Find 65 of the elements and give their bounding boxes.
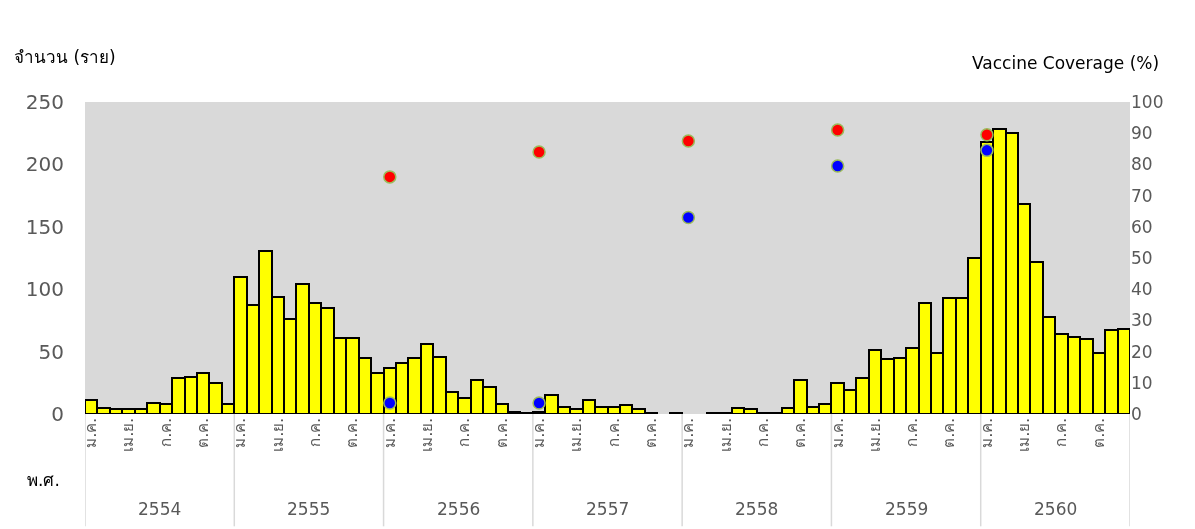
x-tick-label: ต.ค. [194, 418, 213, 448]
y2-tick-label: 0 [1131, 403, 1142, 424]
x-tick-label: เม.ย. [865, 418, 884, 452]
x-tick-label: ต.ค. [791, 418, 810, 448]
point [681, 134, 696, 148]
text: 2560 [1034, 499, 1078, 519]
text: 2559 [885, 499, 929, 519]
x-tick-label: ต.ค. [641, 418, 660, 448]
point [830, 159, 845, 173]
point [980, 143, 994, 158]
y2-tick-label: 20 [1131, 341, 1153, 362]
x-tick-label: ก.ค. [156, 418, 175, 447]
point [980, 128, 994, 142]
point [383, 396, 397, 410]
x-tick-label: เม.ย. [567, 418, 586, 452]
x-tick-label: เม.ย. [1015, 418, 1034, 452]
y2-tick-label: 80 [1131, 154, 1153, 175]
y2-tick-label: 40 [1131, 279, 1153, 300]
x-tick-label: ม.ค. [529, 418, 548, 448]
x-tick-label: ม.ค. [380, 418, 399, 448]
x-tick-label: ม.ค. [82, 418, 101, 448]
x-tick-label: เม.ย. [716, 418, 735, 452]
y-tick-label: 50 [38, 339, 64, 364]
point [681, 210, 696, 225]
y2-axis-title: Vaccine Coverage (%) [972, 53, 1160, 73]
x-tick-label: ม.ค. [231, 418, 250, 448]
x-tick-label: ก.ค. [903, 418, 922, 447]
text: 2558 [735, 499, 779, 519]
text: 2556 [437, 499, 481, 519]
y-tick-label: 200 [25, 152, 64, 177]
x-tick-label: เม.ย. [417, 418, 436, 452]
x-tick-label: ม.ค. [977, 418, 996, 448]
x-tick-label: ก.ค. [455, 418, 474, 447]
x-tick-label: ต.ค. [1089, 418, 1108, 448]
text: 2554 [138, 499, 182, 519]
y2-tick-label: 10 [1131, 372, 1153, 393]
x-tick-label: ก.ค. [1052, 418, 1071, 447]
point [532, 145, 546, 159]
x-tick-label: ม.ค. [679, 418, 698, 448]
x-tick-label: ต.ค. [343, 418, 362, 448]
point [532, 396, 546, 410]
text: 2555 [287, 499, 331, 519]
y2-tick-label: 90 [1131, 123, 1153, 144]
x-tick-label: ก.ค. [306, 418, 325, 447]
x-tick-label: ต.ค. [492, 418, 511, 448]
text: พ.ศ. [27, 470, 60, 490]
y2-tick-label: 70 [1131, 185, 1153, 206]
y-axis-title: จำนวน (ราย) [14, 47, 116, 67]
x-tick-label: ม.ค. [828, 418, 847, 448]
y2-tick-label: 50 [1131, 247, 1153, 268]
y2-tick-label: 100 [1131, 91, 1164, 112]
text: 2557 [586, 499, 630, 519]
y-tick-label: 100 [25, 277, 64, 302]
point [830, 123, 845, 137]
x-tick-label: เม.ย. [268, 418, 287, 452]
y2-tick-label: 30 [1131, 310, 1153, 331]
y-tick-label: 150 [25, 214, 64, 239]
y2-tick-label: 60 [1131, 216, 1153, 237]
point [383, 170, 397, 184]
x-tick-label: ต.ค. [940, 418, 959, 448]
x-tick-label: เม.ย. [119, 418, 138, 452]
y-tick-label: 0 [51, 402, 64, 426]
x-tick-label: ก.ค. [604, 418, 623, 447]
x-tick-label: ก.ค. [753, 418, 772, 447]
y-tick-label: 250 [25, 90, 64, 114]
